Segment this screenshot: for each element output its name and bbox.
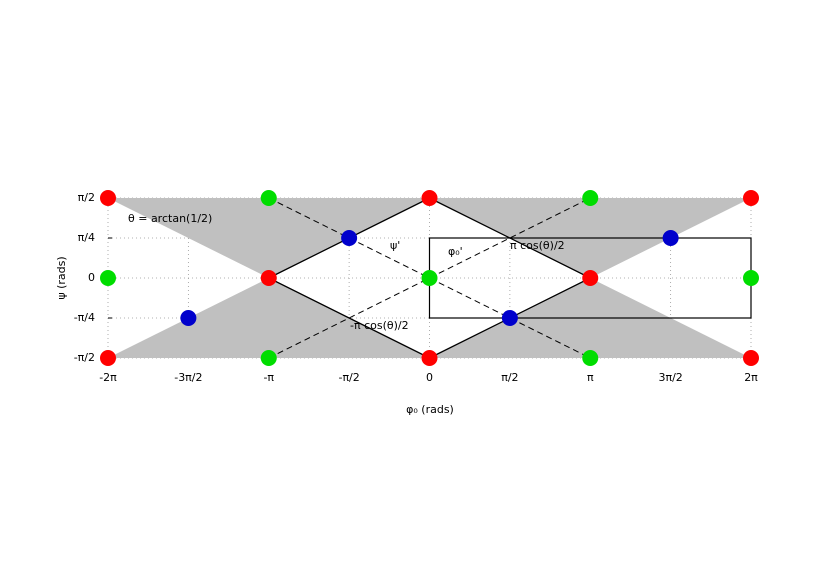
y-tick-label: -π/4 [74,311,95,324]
x-tick-label: 2π [744,371,758,384]
x-tick-label: π [587,371,594,384]
point [582,270,599,286]
x-tick-label: -π/2 [338,371,359,384]
x-tick-label: -3π/2 [174,371,202,384]
point [662,230,679,246]
shapes [108,197,752,359]
point [260,270,277,286]
point [582,350,599,366]
point [100,190,116,206]
point [260,350,277,366]
point [743,350,759,366]
point [743,270,759,286]
x-tick-label: -2π [99,371,117,384]
shaded-region [108,278,430,358]
x-tick-label: π/2 [501,371,518,384]
annotation: φ₀' [448,245,463,258]
point [501,310,518,326]
y-tick-label: π/4 [78,231,95,244]
annotation: -π cos(θ)/2 [350,319,409,332]
point [260,190,277,206]
point [743,190,759,206]
y-tick-label: π/2 [78,191,95,204]
x-tick-label: 0 [426,371,433,384]
annotation: θ = arctan(1/2) [128,212,212,225]
point [341,230,358,246]
x-tick-label: 3π/2 [658,371,682,384]
point [100,270,116,286]
point [180,310,197,326]
point [100,350,116,366]
x-axis-label: φ₀ (rads) [406,403,454,416]
annotation: ψ' [390,239,400,252]
y-axis-label: ψ (rads) [55,256,68,299]
shaded-region [108,198,430,278]
point [421,350,438,366]
y-tick-label: 0 [88,271,95,284]
x-tick-label: -π [263,371,274,384]
y-tick-label: -π/2 [74,351,95,364]
point [582,190,599,206]
point [421,190,438,206]
annotation: π cos(θ)/2 [510,239,565,252]
point [421,270,438,286]
